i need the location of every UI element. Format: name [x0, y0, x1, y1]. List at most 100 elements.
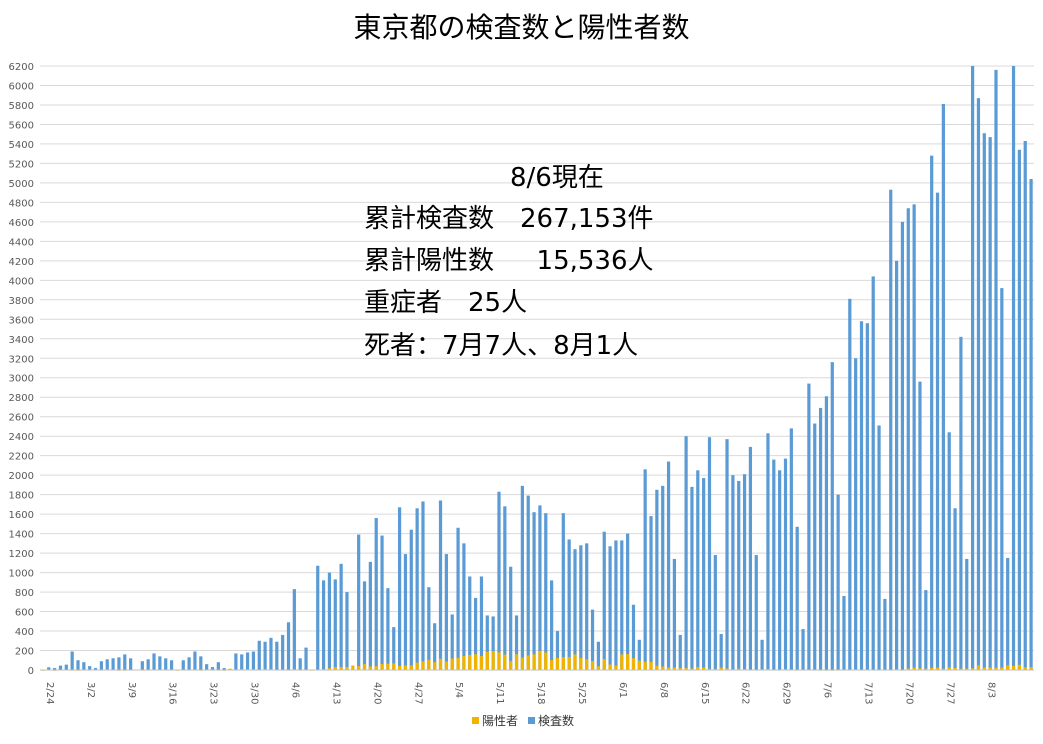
bar-tests	[731, 475, 735, 670]
bar-tests	[263, 641, 267, 670]
bar-tests	[520, 485, 524, 670]
bar-positive	[713, 668, 717, 670]
bar-positive	[333, 667, 337, 670]
bar-tests	[953, 508, 957, 670]
bar-positive	[941, 668, 945, 670]
bar-tests	[286, 622, 291, 670]
y-tick-label: 800	[15, 588, 34, 599]
bar-tests	[614, 540, 618, 670]
bar-positive	[403, 665, 408, 670]
bar-positive	[538, 650, 542, 670]
bar-positive	[614, 665, 618, 670]
bar-tests	[725, 439, 729, 670]
x-tick-label: 7/6	[822, 682, 833, 698]
x-tick-label: 6/1	[617, 682, 628, 698]
bar-tests	[737, 481, 741, 670]
bar-tests	[912, 204, 916, 670]
y-tick-label: 4600	[9, 218, 34, 229]
x-tick-label: 4/13	[330, 682, 341, 704]
bar-positive	[462, 656, 466, 670]
bar-positive	[930, 667, 934, 670]
x-tick-label: 3/9	[126, 682, 137, 698]
bar-positive	[473, 654, 478, 670]
bar-tests	[538, 505, 542, 670]
bar-tests	[456, 527, 460, 670]
legend-item-tests: 検査数	[528, 712, 574, 729]
bar-tests	[637, 639, 641, 670]
bar-tests	[573, 549, 577, 670]
bar-tests	[327, 572, 332, 670]
bar-tests	[707, 437, 712, 670]
x-tick-label: 6/15	[699, 682, 710, 704]
bar-positive	[526, 655, 530, 670]
bar-tests	[473, 597, 478, 670]
bar-tests	[362, 581, 367, 670]
bar-tests	[368, 561, 372, 670]
bar-tests	[848, 298, 852, 670]
bar-tests	[965, 558, 969, 670]
bar-positive	[567, 657, 571, 670]
bar-tests	[526, 495, 530, 670]
bar-tests	[58, 665, 63, 670]
bar-positive	[485, 651, 489, 670]
y-tick-label: 5000	[9, 179, 34, 190]
bar-positive	[912, 667, 916, 670]
bar-tests	[532, 512, 536, 670]
bar-tests	[643, 469, 647, 670]
bar-tests	[222, 668, 226, 670]
bar-tests	[883, 598, 887, 670]
bar-positive	[427, 659, 431, 670]
y-tick-label: 3800	[9, 296, 34, 307]
bar-tests	[111, 658, 115, 670]
bar-positive	[608, 664, 612, 670]
bar-positive	[988, 667, 992, 670]
bar-tests	[251, 651, 256, 670]
bar-positive	[456, 657, 460, 670]
annotation-total-positives: 累計陽性数 15,536人	[364, 246, 654, 276]
bar-tests	[666, 461, 671, 670]
x-tick-label: 7/27	[944, 682, 955, 704]
bar-tests	[146, 659, 150, 670]
bar-tests	[210, 667, 215, 670]
bar-tests	[281, 634, 285, 670]
bar-tests	[772, 459, 776, 670]
bar-tests	[959, 336, 963, 670]
x-tick-label: 5/18	[535, 682, 546, 704]
y-tick-label: 1600	[9, 510, 34, 521]
bar-tests	[748, 446, 753, 670]
bar-tests	[99, 661, 104, 670]
bar-tests	[754, 555, 758, 670]
y-tick-label: 2200	[9, 452, 34, 463]
bar-positive	[532, 654, 536, 670]
bar-tests	[561, 513, 565, 670]
bar-tests	[386, 588, 390, 670]
bar-positive	[631, 658, 636, 670]
x-tick-label: 4/20	[371, 682, 382, 704]
bar-tests	[53, 668, 57, 670]
legend: 陽性者 検査数	[472, 712, 574, 729]
bar-tests	[357, 534, 361, 670]
bar-positive	[438, 658, 443, 670]
bar-tests	[906, 208, 910, 671]
bar-tests	[1000, 288, 1004, 670]
bar-tests	[585, 543, 589, 670]
y-tick-label: 200	[15, 647, 34, 658]
bar-tests	[169, 660, 174, 670]
bar-positive	[982, 667, 986, 670]
bar-tests	[397, 507, 402, 670]
bar-positive	[666, 667, 671, 670]
y-tick-label: 4800	[9, 198, 34, 209]
x-tick-label: 2/24	[44, 682, 55, 704]
bar-tests	[298, 658, 302, 670]
x-tick-label: 4/27	[412, 682, 423, 704]
bar-tests	[824, 396, 829, 670]
bar-tests	[497, 491, 501, 670]
bar-positive	[976, 665, 981, 670]
x-tick-label: 8/3	[985, 682, 996, 698]
bar-tests	[690, 486, 694, 670]
annotation-deaths: 死者：7月7人、8月1人	[364, 331, 639, 361]
x-tick-label: 3/23	[208, 682, 219, 704]
bar-tests	[865, 323, 869, 670]
bar-positive	[433, 662, 437, 670]
bar-tests	[275, 641, 279, 670]
